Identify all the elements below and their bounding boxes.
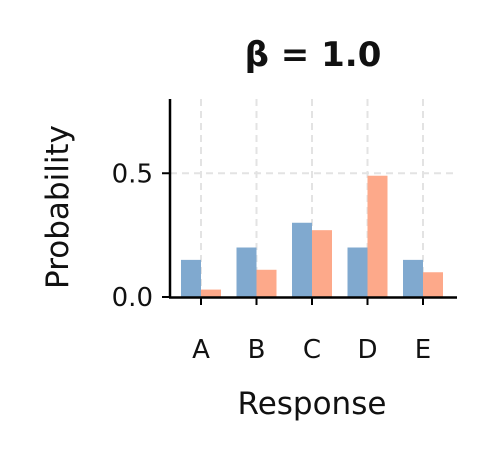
x-tick-label: A: [192, 335, 210, 365]
y-ticks: 0.0 0.5: [112, 159, 170, 313]
chart-title: β = 1.0: [245, 35, 382, 75]
bar-series2-e: [423, 272, 443, 297]
bar-series2-a: [201, 289, 221, 297]
bar-series1-b: [236, 247, 257, 297]
x-tick-label: B: [248, 335, 266, 365]
bar-series1-a: [181, 259, 201, 297]
x-tick-label: D: [357, 335, 377, 365]
x-tick-label: E: [415, 335, 431, 365]
x-axis-label: Response: [238, 386, 387, 422]
bars: [181, 175, 443, 297]
y-tick-label: 0.5: [112, 159, 153, 189]
bar-series1-e: [403, 259, 423, 297]
y-tick-label: 0.0: [112, 283, 153, 313]
bar-series2-c: [312, 230, 332, 297]
x-ticks: A B C D E: [192, 297, 431, 365]
bar-series2-d: [367, 175, 388, 297]
bar-series1-c: [292, 222, 312, 297]
bar-series1-d: [347, 247, 368, 297]
y-axis-label: Probability: [40, 125, 76, 289]
bar-series2-b: [256, 269, 277, 297]
x-tick-label: C: [303, 335, 321, 365]
